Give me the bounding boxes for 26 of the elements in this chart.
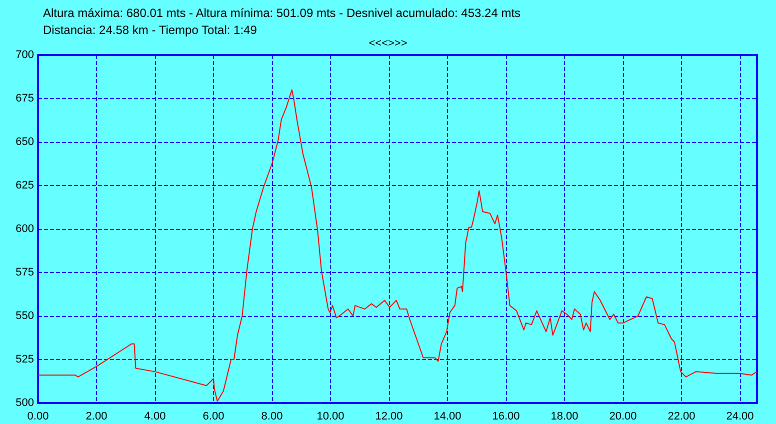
line-series [38, 89, 758, 402]
x-tick-label: 10.00 [316, 410, 344, 422]
x-tick-label: 18.00 [550, 410, 578, 422]
x-tick-label: 20.00 [609, 410, 637, 422]
y-tick-label: 600 [16, 223, 34, 235]
x-tick-label: 0.00 [27, 410, 49, 422]
text: <<<>>> [368, 38, 408, 50]
chart-subtitle: Distancia: 24.58 km - Tiempo Total: 1:49 [43, 23, 258, 37]
x-tick-label: 24.00 [726, 410, 754, 422]
x-tick-label: 14.00 [434, 410, 462, 422]
y-tick-label: 525 [16, 354, 34, 366]
y-tick-label: 675 [16, 92, 34, 104]
y-tick-label: 575 [16, 266, 34, 278]
y-tick-label: 500 [16, 397, 34, 409]
x-tick-label: 4.00 [144, 410, 166, 422]
x-tick-label: 8.00 [261, 410, 283, 422]
x-tick-label: 2.00 [86, 410, 108, 422]
x-tick-label: 6.00 [202, 410, 224, 422]
y-tick-label: 625 [16, 180, 34, 192]
chart-title: Altura máxima: 680.01 mts - Altura mínima: 501.09 mts - Desnivel acumulado: 453.24 mts [43, 6, 521, 20]
x-tick-label: 12.00 [375, 410, 403, 422]
y-tick-label: 550 [16, 310, 34, 322]
y-tick-label: 700 [16, 49, 34, 61]
x-tick-label: 22.00 [668, 410, 696, 422]
y-tick-label: 650 [16, 136, 34, 148]
x-tick-label: 16.00 [492, 410, 520, 422]
